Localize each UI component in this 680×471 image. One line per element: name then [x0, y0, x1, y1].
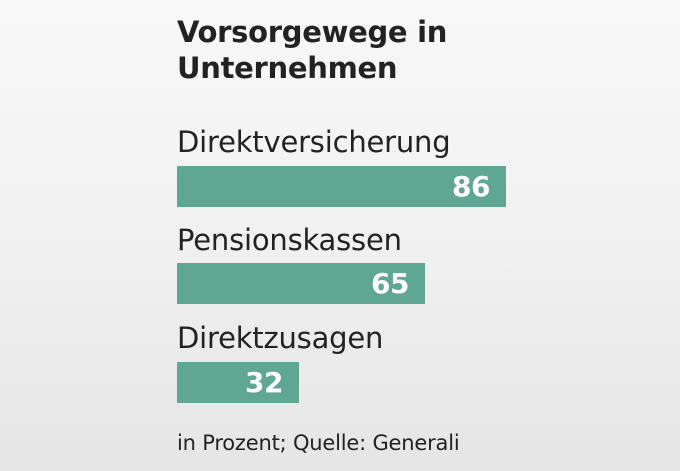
category-label-direktzusagen: Direktzusagen — [177, 321, 384, 355]
bar-value-direktversicherung: 86 — [452, 170, 490, 203]
category-label-pensionskassen: Pensionskassen — [177, 223, 402, 257]
bar-value-direktzusagen: 32 — [245, 366, 283, 399]
bar-direktversicherung: 86 — [177, 166, 506, 207]
bar-value-pensionskassen: 65 — [371, 267, 409, 300]
bar-direktzusagen: 32 — [177, 362, 299, 403]
category-label-direktversicherung: Direktversicherung — [177, 125, 451, 159]
chart-title-line-1: Vorsorgewege in — [177, 15, 448, 49]
chart-title: Vorsorgewege in Unternehmen — [177, 14, 447, 86]
source-footnote: in Prozent; Quelle: Generali — [177, 431, 460, 455]
bar-pensionskassen: 65 — [177, 263, 425, 304]
chart-title-line-2: Unternehmen — [177, 51, 398, 85]
bar-chart: Vorsorgewege in Unternehmen Direktversic… — [177, 0, 657, 471]
